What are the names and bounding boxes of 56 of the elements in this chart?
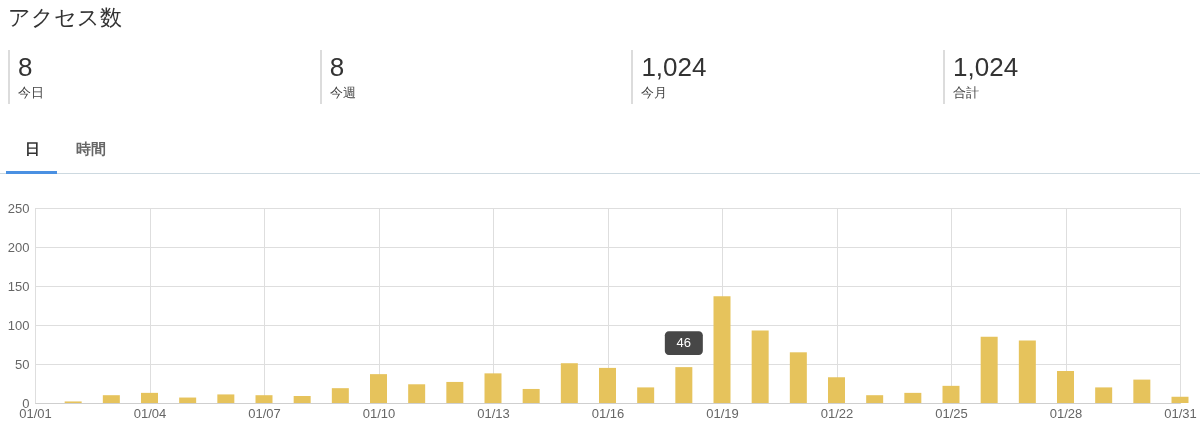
x-tick-label: 01/25 — [935, 405, 968, 421]
bar — [484, 373, 502, 403]
text: 8 — [18, 52, 33, 82]
text: 今日 — [18, 85, 44, 101]
data-label: 46 — [676, 335, 692, 351]
x-tick-label: 01/04 — [133, 405, 167, 421]
text: 合計 — [953, 85, 980, 101]
y-tick-label: 250 — [7, 200, 30, 216]
bar — [446, 381, 464, 403]
y-tick-label: 100 — [7, 317, 30, 333]
bar — [1057, 371, 1074, 403]
bar — [522, 388, 540, 403]
bar — [675, 367, 693, 403]
x-tick-label: 01/13 — [477, 405, 510, 421]
text: 1,024 — [953, 52, 1019, 82]
text: アクセス数 — [8, 4, 122, 32]
bar — [255, 395, 273, 403]
bar — [789, 352, 807, 403]
bar — [866, 395, 884, 403]
bar — [828, 377, 845, 403]
x-tick-label: 01/10 — [362, 405, 396, 421]
bar — [942, 385, 960, 403]
bar — [141, 392, 158, 403]
text: 1,024 — [641, 52, 707, 82]
bar — [217, 394, 235, 403]
bar — [560, 363, 578, 403]
bar — [1171, 396, 1189, 403]
x-tick-label: 01/07 — [248, 405, 281, 421]
bar — [637, 387, 655, 403]
bar — [370, 374, 387, 403]
bar — [713, 296, 731, 403]
bar — [751, 330, 769, 403]
bar — [599, 367, 616, 403]
y-tick-label: 150 — [7, 278, 30, 294]
bar — [408, 384, 426, 403]
bar — [1095, 387, 1113, 403]
bar — [1133, 379, 1151, 403]
x-tick-label: 01/19 — [706, 405, 739, 421]
text: 8 — [329, 52, 345, 82]
x-tick-label: 01/22 — [820, 405, 854, 421]
text: 日 — [25, 140, 40, 159]
bar — [179, 397, 197, 403]
text: 時間 — [76, 140, 106, 159]
bar — [293, 395, 311, 403]
bar — [904, 392, 922, 403]
x-tick-label: 01/16 — [591, 405, 625, 421]
bar — [331, 388, 349, 403]
x-tick-label: 01/28 — [1049, 405, 1083, 421]
text: 今週 — [329, 85, 356, 101]
x-tick-label: 01/31 — [1164, 405, 1197, 421]
y-tick-label: 50 — [15, 356, 30, 372]
y-tick-label: 200 — [7, 239, 30, 255]
bar — [102, 395, 120, 403]
bar — [980, 336, 998, 403]
bar — [1018, 340, 1036, 403]
text: 今月 — [641, 85, 668, 101]
